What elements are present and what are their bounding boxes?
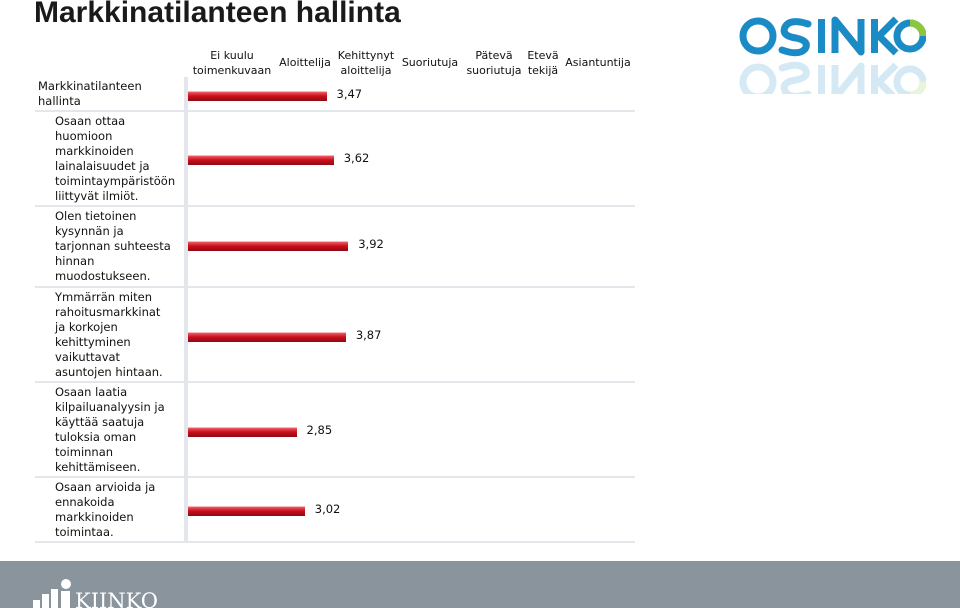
value-label: 3,62 (343, 151, 370, 165)
category-label-line: kilpailuanalyysin ja (55, 400, 165, 414)
category-label: Osaan arvioida ja ennakoida markkinoiden to… (35, 478, 186, 543)
scale-label-line: Ei kuulu (210, 49, 254, 62)
category-label: Osaan laatia kilpailuanalyysin ja käyttää … (35, 383, 186, 478)
bar (188, 155, 334, 165)
chart-row: Ymmärrän miten rahoitusmarkkinat ja korkoj… (35, 288, 635, 383)
chart-row: Osaan arvioida ja ennakoida markkinoiden to… (35, 478, 635, 543)
category-label-line: hallinta (38, 94, 81, 108)
scale-label: Kehittynyt aloittelija (321, 48, 411, 78)
category-label-line: kysynnän ja (55, 224, 124, 238)
category-label-line: muodostukseen. (55, 269, 151, 283)
category-label-line: Olen tietoinen (55, 209, 137, 223)
scale-label-line: suoriutuja (466, 64, 522, 77)
value-label: 3,92 (358, 237, 384, 251)
competency-bar-chart: Ei kuulu toimenkuvaan Aloittelija Kehittyny… (35, 46, 635, 543)
scale-label-line: Pätevä (475, 49, 513, 62)
scale-label-line: Aloittelija (279, 56, 331, 69)
bar (188, 91, 327, 101)
bar (188, 506, 305, 516)
scale-label: Aloittelija (260, 55, 350, 70)
scale-label-line: Etevä (527, 49, 559, 62)
slide-title: Markkinatilanteen hallinta (34, 0, 401, 29)
category-label-line: Markkinatilanteen (38, 79, 142, 93)
category-label-line: Osaan laatia (55, 385, 128, 399)
category-label-line: ja korkojen (55, 320, 118, 334)
footer-bar (0, 561, 960, 608)
bar (188, 241, 349, 251)
category-label-line: ennakoida (55, 495, 115, 509)
category-label-line: toiminnan (55, 445, 114, 459)
category-label-line: lainalaisuudet ja (55, 159, 150, 173)
category-label-line: markkinoiden (55, 144, 134, 158)
scale-label-line: toimenkuvaan (192, 64, 272, 77)
category-label-line: markkinoiden (55, 510, 134, 524)
category-label-line: tuloksia oman (55, 430, 137, 444)
category-label-line: tarjonnan suhteesta (55, 239, 171, 253)
scale-label: Etevä tekijä (498, 48, 588, 78)
category-label-line: asuntojen hintaan. (55, 365, 163, 379)
scale-label: Asiantuntija (553, 55, 643, 70)
chart-row: Osaan laatia kilpailuanalyysin ja käyttää … (35, 383, 635, 478)
category-label: Ymmärrän miten rahoitusmarkkinat ja korkoj… (35, 288, 186, 383)
category-label-line: rahoitusmarkkinat (55, 305, 161, 319)
category-label-line: vaikuttavat (55, 350, 121, 364)
value-label: 3,87 (355, 328, 382, 342)
bar (188, 427, 297, 437)
scale-label-line: Asiantuntija (565, 56, 631, 69)
chart-rows: Markkinatilanteen hallinta 3,47 Osaan ottaa… (35, 77, 635, 543)
osinko-logo (739, 16, 926, 94)
category-label-line: kehittämiseen. (55, 460, 141, 474)
category-label-line: toimintaa. (55, 525, 114, 539)
category-label-line: toimintaympäristöön (55, 174, 176, 188)
category-label-line: käyttää saatuja (55, 415, 145, 429)
chart-row: Olen tietoinen kysynnän ja tarjonnan suhte… (35, 207, 635, 288)
value-label: 3,02 (314, 502, 341, 516)
kiinko-wordmark: KIINKO (75, 589, 158, 608)
chart-row: Markkinatilanteen hallinta 3,47 (35, 77, 635, 112)
category-label-line: hinnan (55, 254, 95, 268)
scale-label-line: tekijä (527, 64, 559, 77)
scale-label: Pätevä suoriutuja (449, 48, 539, 78)
category-label-line: Osaan arvioida ja (55, 480, 156, 494)
scale-label-line: Suoriutuja (401, 56, 459, 69)
category-label-line: huomioon (55, 129, 113, 143)
bar (188, 332, 346, 342)
category-label-line: Osaan ottaa (55, 114, 126, 128)
kiinko-logo: KIINKO (33, 579, 158, 608)
chart-row: Osaan ottaa huomioon markkinoiden lainalais… (35, 112, 635, 207)
category-label-line: liittyvät ilmiöt. (55, 189, 139, 203)
category-label-line: kehittyminen (55, 335, 131, 349)
scale-label: Ei kuulu toimenkuvaan (187, 48, 277, 78)
scale-label-line: Kehittynyt (337, 49, 395, 62)
category-label-line: Ymmärrän miten (55, 290, 152, 304)
category-label: Olen tietoinen kysynnän ja tarjonnan suhte… (35, 207, 186, 288)
value-label: 2,85 (306, 423, 333, 437)
scale-label: Suoriutuja (385, 55, 475, 70)
category-label: Osaan ottaa huomioon markkinoiden lainalais… (35, 112, 186, 207)
value-label: 3,47 (336, 87, 363, 101)
category-label: Markkinatilanteen hallinta (35, 77, 186, 112)
scale-label-line: aloittelija (340, 64, 392, 77)
